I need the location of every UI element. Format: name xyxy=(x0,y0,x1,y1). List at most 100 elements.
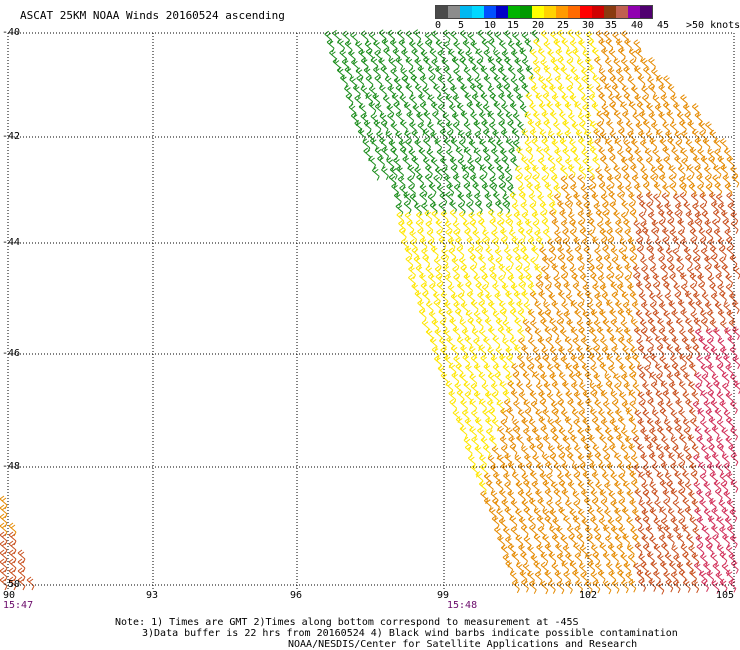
wind-barb xyxy=(615,434,624,448)
wind-barb xyxy=(527,237,536,251)
wind-barb xyxy=(467,32,476,46)
wind-barb xyxy=(594,138,603,152)
wind-barb xyxy=(513,400,521,414)
wind-barb xyxy=(567,29,576,43)
wind-barb xyxy=(573,155,582,170)
wind-barb xyxy=(481,308,490,322)
wind-barb xyxy=(584,525,593,540)
wind-barb xyxy=(611,399,620,413)
wind-barb xyxy=(557,56,566,71)
wind-barb xyxy=(535,274,544,288)
wind-barb xyxy=(374,74,383,89)
wind-barb xyxy=(642,464,651,478)
wind-barb xyxy=(720,164,729,178)
wind-barb xyxy=(685,210,694,225)
wind-barb xyxy=(424,173,433,188)
wind-barb xyxy=(716,516,725,530)
wind-barb xyxy=(671,336,680,351)
wind-barb xyxy=(663,281,671,296)
wind-barb xyxy=(587,507,596,522)
wind-barb xyxy=(387,29,396,44)
wind-barb xyxy=(574,101,583,115)
wind-barb xyxy=(545,336,554,351)
wind-barb xyxy=(524,408,533,422)
wind-barb xyxy=(444,220,453,235)
wind-barb xyxy=(593,128,602,142)
wind-barb xyxy=(693,317,702,332)
wind-barb xyxy=(414,83,423,98)
wind-barb xyxy=(687,327,696,342)
wind-barb xyxy=(655,363,663,378)
wind-barb xyxy=(471,93,480,108)
wind-barb xyxy=(378,29,387,43)
wind-barb xyxy=(582,417,591,432)
wind-barb xyxy=(354,94,363,109)
wind-barb xyxy=(712,562,721,577)
wind-barb xyxy=(609,308,618,323)
wind-barb xyxy=(491,237,500,252)
wind-barb xyxy=(652,282,661,296)
wind-barb xyxy=(620,428,629,442)
wind-barb xyxy=(730,220,739,234)
wind-barb xyxy=(634,409,643,424)
wind-barb xyxy=(8,540,17,555)
wind-barb xyxy=(564,200,573,214)
wind-barb xyxy=(577,174,586,188)
wind-barb xyxy=(518,191,527,205)
wind-barb xyxy=(505,265,514,280)
wind-barb xyxy=(536,443,545,457)
wind-barb xyxy=(614,174,623,188)
wind-barb xyxy=(516,146,524,161)
wind-barb xyxy=(709,319,718,333)
wind-barb xyxy=(661,542,669,557)
wind-barb xyxy=(707,462,715,477)
wind-barb xyxy=(581,67,589,82)
wind-barb xyxy=(434,265,443,280)
wind-barb xyxy=(565,500,573,514)
wind-barb xyxy=(555,156,564,171)
wind-barb xyxy=(365,75,374,89)
wind-barb xyxy=(609,201,618,215)
wind-barb xyxy=(642,182,651,196)
wind-barb xyxy=(386,157,395,171)
wind-barb xyxy=(435,166,443,181)
wind-barb xyxy=(611,256,620,271)
wind-barb xyxy=(469,83,478,98)
wind-barb xyxy=(373,119,382,134)
wind-barb xyxy=(602,318,611,333)
wind-barb xyxy=(678,518,687,532)
wind-barb xyxy=(558,372,567,386)
wind-barb xyxy=(487,56,496,70)
wind-barb xyxy=(478,344,487,358)
wind-barb xyxy=(685,254,693,268)
wind-barb xyxy=(610,390,619,405)
wind-barb xyxy=(666,372,675,387)
wind-barb xyxy=(503,526,511,541)
wind-barb xyxy=(381,146,390,161)
wind-barb xyxy=(456,102,465,117)
wind-barb xyxy=(704,427,713,442)
wind-barb xyxy=(733,380,740,395)
wind-barb xyxy=(711,373,720,388)
wind-barb xyxy=(725,363,734,378)
wind-barb xyxy=(615,273,623,288)
wind-barb xyxy=(560,273,569,287)
wind-barb xyxy=(551,562,560,577)
wind-barb xyxy=(705,542,714,557)
wind-barb xyxy=(566,255,575,270)
wind-barb xyxy=(526,355,535,370)
wind-barb xyxy=(574,525,583,540)
wind-barb xyxy=(590,489,599,503)
wind-barb xyxy=(629,470,638,485)
legend-swatch xyxy=(460,6,472,18)
wind-barb xyxy=(404,130,412,145)
wind-barb xyxy=(721,562,730,577)
wind-barb xyxy=(499,300,507,315)
wind-barb xyxy=(631,301,640,315)
wind-barb xyxy=(446,336,454,350)
wind-barb xyxy=(551,263,560,277)
wind-barb xyxy=(478,328,487,342)
wind-barb xyxy=(697,148,706,162)
wind-barb xyxy=(643,364,652,379)
